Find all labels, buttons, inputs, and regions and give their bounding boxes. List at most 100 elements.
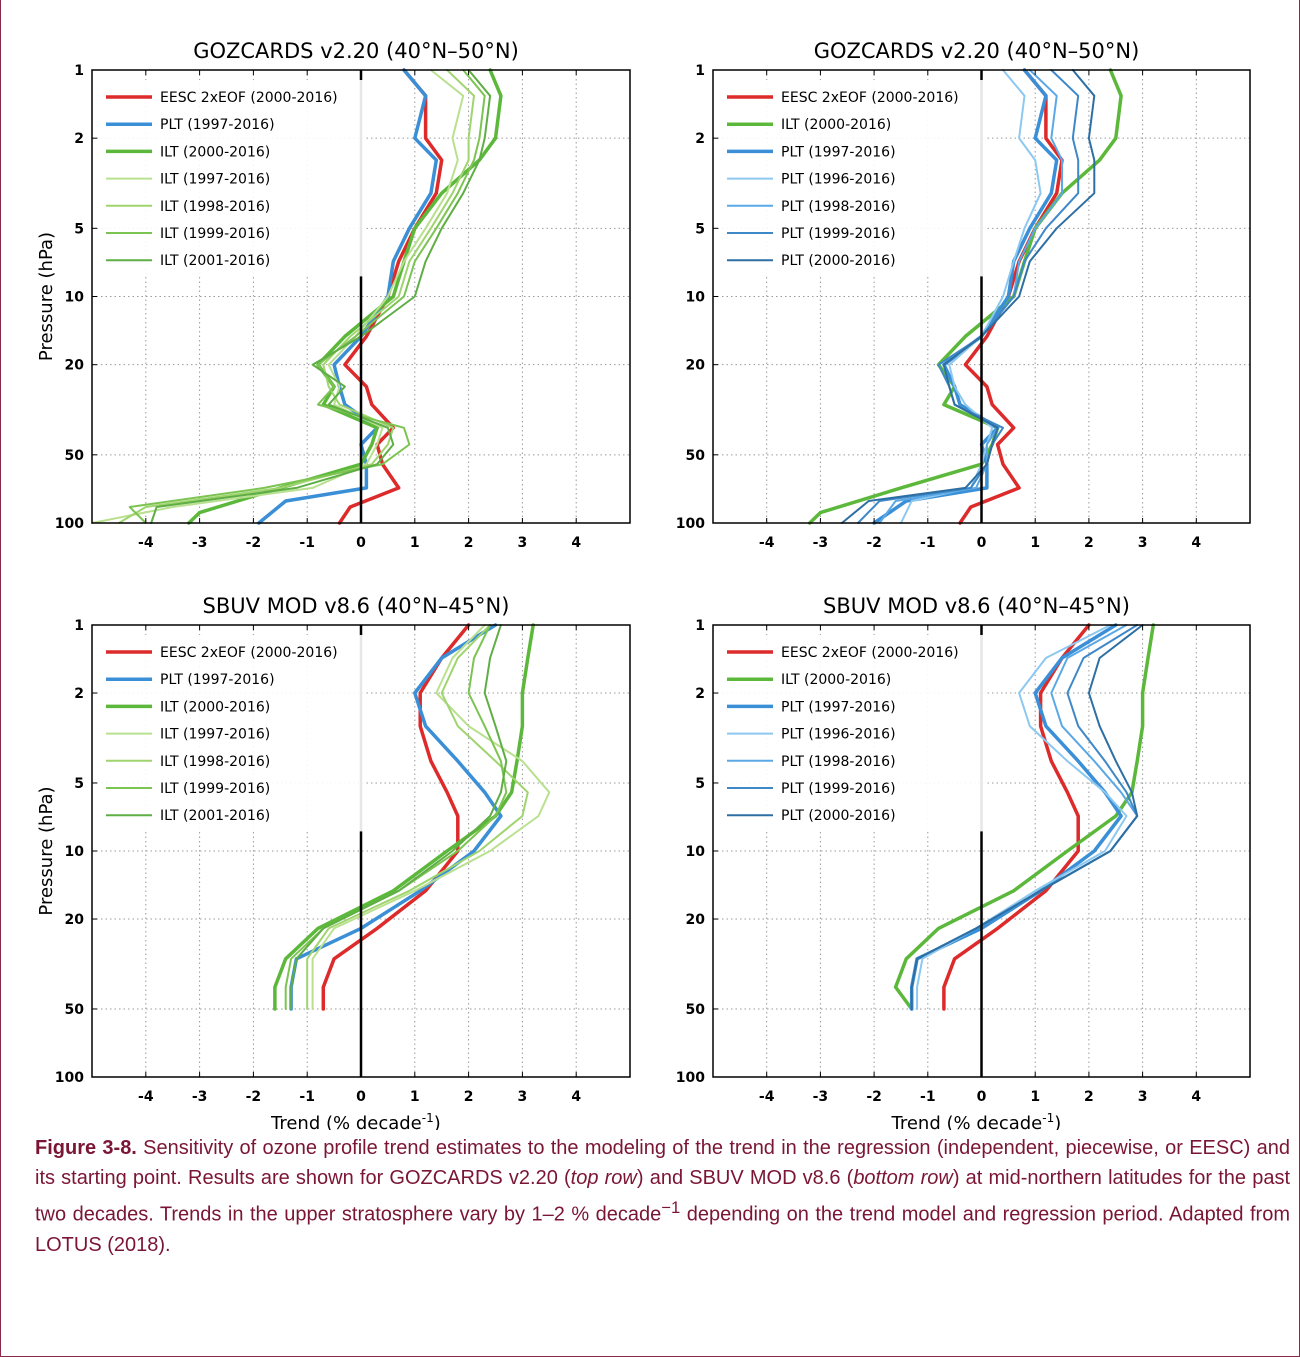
chart-panel-1: -4 -3 -2 -1 0 1 2 3 4 1 2 5 10 20 50 100 GOZCARDS v2.20 … [36,39,631,551]
y-tick-label: 20 [686,358,706,374]
x-tick-label: -3 [813,1089,829,1105]
legend-entry-2: PLT (1997-2016) [160,117,275,133]
series-line-3 [187,68,503,525]
figure-caption: Figure 3-8. Sensitivity of ozone profile… [35,1133,1290,1260]
legend-entry-4: ILT (1997-2016) [160,172,270,188]
x-tick-label: -3 [192,535,208,551]
y-tick-label: 5 [74,776,84,792]
legend-entry-1: EESC 2xEOF (2000-2016) [781,90,959,106]
legend-entry-5: ILT (1998-2016) [160,754,270,770]
x-tick-label: -4 [759,1089,775,1105]
legend-entry-3: PLT (1997-2016) [781,144,896,160]
chart-title: GOZCARDS v2.20 (40°N–50°N) [814,39,1140,63]
series-line-7 [840,69,1096,524]
y-tick-label: 20 [65,358,85,374]
x-tick-label: 4 [571,535,581,551]
x-tick-label: -1 [920,1089,936,1105]
caption-text-2: ) and SBUV MOD v8.6 ( [636,1167,854,1189]
y-tick-label: 5 [74,221,84,237]
y-tick-label: 10 [65,290,85,306]
legend-entry-5: PLT (1998-2016) [781,754,896,770]
caption-text-3: ) at mid-northern latitudes for the past… [35,1167,1290,1226]
series-line-1 [321,623,471,1011]
y-tick-label: 100 [55,516,84,532]
x-tick-label: 4 [571,1089,581,1105]
x-axis-label-end: ) [1054,1113,1061,1130]
x-tick-label: 4 [1191,1089,1201,1105]
y-tick-label: 100 [55,1070,84,1086]
x-axis-label-superscript: -1 [422,1111,434,1125]
x-tick-label: -2 [866,535,882,551]
legend-entry-6: PLT (1999-2016) [781,781,896,797]
x-tick-label: -1 [299,535,315,551]
y-tick-label: 2 [74,686,84,702]
y-tick-label: 20 [65,912,85,928]
x-tick-label: -1 [299,1089,315,1105]
legend-entry-1: EESC 2xEOF (2000-2016) [160,645,338,661]
caption-text-4: depending on the trend model and regress… [35,1203,1290,1256]
legend-entry-6: ILT (1999-2016) [160,226,270,242]
legend-entry-4: PLT (1996-2016) [781,727,896,743]
legend-entry-2: ILT (2000-2016) [781,117,891,133]
x-tick-label: 3 [1138,1089,1148,1105]
legend-entry-5: PLT (1998-2016) [781,199,896,215]
y-axis-label: Pressure (hPa) [36,232,57,361]
x-tick-label: 2 [464,535,474,551]
legend-entry-3: PLT (1997-2016) [781,699,896,715]
caption-text-1: Sensitivity of ozone profile trend estim… [35,1137,1290,1189]
y-tick-label: 5 [695,776,705,792]
series-line-1 [337,68,444,525]
y-tick-label: 50 [65,1002,85,1018]
series-line-7 [290,624,508,1010]
y-tick-label: 2 [695,131,705,147]
figure-label: Figure 3-8. [35,1137,137,1159]
x-tick-label: 3 [518,535,528,551]
x-tick-label: 1 [1030,1089,1040,1105]
y-tick-label: 100 [676,516,705,532]
legend-entry-7: PLT (2000-2016) [781,253,896,269]
legend-entry-2: ILT (2000-2016) [781,672,891,688]
series-line-4 [311,624,551,1010]
y-tick-label: 50 [686,1002,706,1018]
y-tick-label: 10 [686,844,706,860]
y-tick-label: 5 [695,221,705,237]
legend-entry-7: PLT (2000-2016) [781,808,896,824]
y-tick-label: 10 [65,844,85,860]
x-tick-label: 2 [464,1089,474,1105]
chart-title: SBUV MOD v8.6 (40°N–45°N) [823,594,1130,618]
y-tick-label: 100 [676,1070,705,1086]
y-axis-label: Pressure (hPa) [36,786,57,915]
legend-entry-3: ILT (2000-2016) [160,144,270,160]
chart-title: SBUV MOD v8.6 (40°N–45°N) [203,594,510,618]
y-tick-label: 1 [695,63,705,79]
chart-panel-3: -4 -3 -2 -1 0 1 2 3 4 1 2 5 10 20 50 100 SBUV MOD v8.6 (… [36,594,631,1130]
y-tick-label: 2 [695,686,705,702]
x-tick-label: 0 [977,1089,987,1105]
x-axis-label: Trend (% decade-1) [891,1111,1062,1130]
x-tick-label: 0 [977,535,987,551]
x-tick-label: -3 [813,535,829,551]
y-tick-label: 10 [686,290,706,306]
series-line-7 [150,69,492,524]
y-tick-label: 1 [74,63,84,79]
y-tick-label: 50 [65,448,85,464]
legend-entry-5: ILT (1998-2016) [160,199,270,215]
x-tick-label: -2 [866,1089,882,1105]
x-tick-label: -4 [759,535,775,551]
legend-entry-1: EESC 2xEOF (2000-2016) [160,90,338,106]
x-tick-label: 0 [356,535,366,551]
x-tick-label: 1 [410,535,420,551]
legend-entry-6: PLT (1999-2016) [781,226,896,242]
x-tick-label: -2 [246,535,262,551]
chart-panel-2: -4 -3 -2 -1 0 1 2 3 4 1 2 5 10 20 50 100 GOZCARDS v2.20 … [676,39,1251,551]
x-tick-label: 3 [518,1089,528,1105]
y-tick-label: 1 [695,618,705,634]
y-tick-label: 2 [74,131,84,147]
x-tick-label: -4 [138,1089,154,1105]
x-tick-label: 1 [410,1089,420,1105]
y-tick-label: 20 [686,912,706,928]
x-axis-label-superscript: -1 [1042,1111,1054,1125]
chart-title: GOZCARDS v2.20 (40°N–50°N) [193,39,519,63]
series-line-4 [900,69,1042,524]
